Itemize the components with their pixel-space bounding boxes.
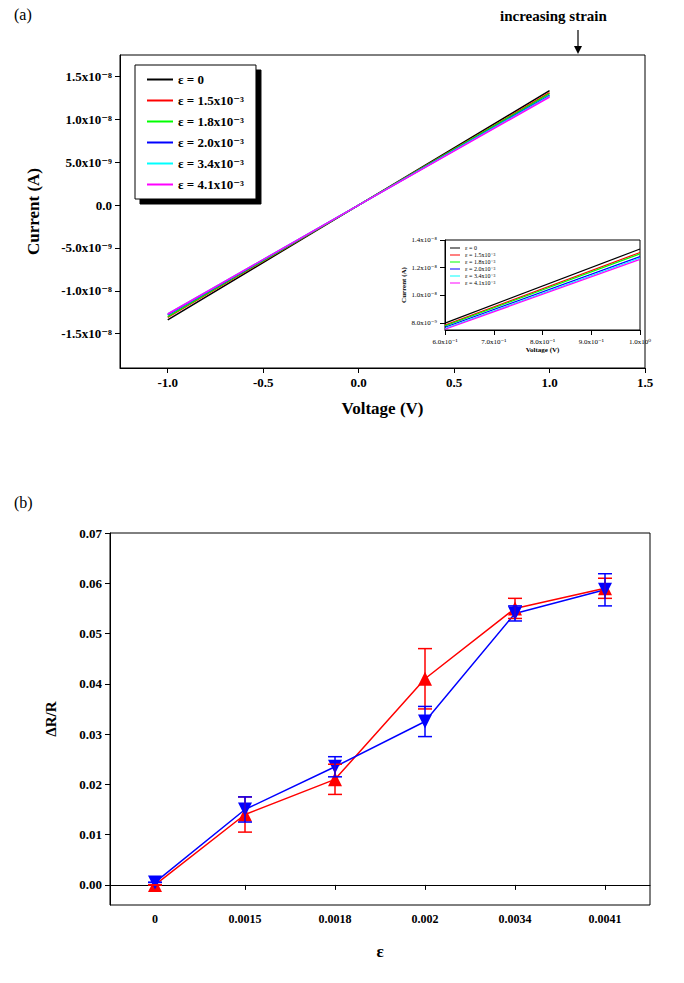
- svg-text:ε = 0: ε = 0: [178, 72, 204, 87]
- svg-text:0.0: 0.0: [96, 198, 112, 213]
- svg-text:-5.0x10⁻⁹: -5.0x10⁻⁹: [61, 240, 112, 255]
- svg-text:0.0018: 0.0018: [319, 912, 352, 926]
- svg-text:ε = 0: ε = 0: [465, 245, 477, 251]
- svg-text:ε = 1.5x10⁻³: ε = 1.5x10⁻³: [465, 252, 496, 258]
- svg-text:0.002: 0.002: [412, 912, 439, 926]
- svg-text:ε = 3.4x10⁻³: ε = 3.4x10⁻³: [178, 156, 244, 171]
- svg-text:ΔR/R: ΔR/R: [43, 701, 59, 736]
- svg-text:ε: ε: [376, 942, 383, 961]
- svg-text:0.03: 0.03: [79, 727, 102, 742]
- svg-text:0: 0: [152, 912, 158, 926]
- svg-text:0.07: 0.07: [79, 526, 102, 541]
- svg-text:1.0x10⁻⁸: 1.0x10⁻⁸: [412, 291, 438, 299]
- svg-text:0.02: 0.02: [79, 777, 102, 792]
- svg-text:Current (A): Current (A): [24, 168, 43, 255]
- svg-text:0.04: 0.04: [79, 676, 102, 691]
- svg-text:0.0015: 0.0015: [229, 912, 262, 926]
- svg-text:0.0: 0.0: [351, 375, 367, 390]
- svg-text:ε = 4.1x10⁻³: ε = 4.1x10⁻³: [465, 280, 496, 286]
- svg-text:0.00: 0.00: [79, 877, 102, 892]
- svg-text:1.0x10⁰: 1.0x10⁰: [629, 338, 651, 346]
- svg-text:-1.0: -1.0: [157, 375, 178, 390]
- svg-text:-1.5x10⁻⁸: -1.5x10⁻⁸: [61, 326, 112, 341]
- svg-text:(b): (b): [14, 494, 33, 512]
- svg-text:0.0041: 0.0041: [589, 912, 622, 926]
- svg-text:0.0034: 0.0034: [499, 912, 532, 926]
- svg-text:0.5: 0.5: [446, 375, 463, 390]
- svg-text:1.0: 1.0: [541, 375, 557, 390]
- svg-text:0.05: 0.05: [79, 626, 102, 641]
- svg-text:-1.0x10⁻⁸: -1.0x10⁻⁸: [61, 283, 112, 298]
- svg-text:ε = 4.1x10⁻³: ε = 4.1x10⁻³: [178, 177, 244, 192]
- svg-text:0.06: 0.06: [79, 576, 102, 591]
- svg-text:1.4x10⁻⁸: 1.4x10⁻⁸: [412, 236, 438, 244]
- svg-text:8.0x10⁻⁹: 8.0x10⁻⁹: [412, 319, 438, 327]
- svg-text:0.01: 0.01: [79, 827, 102, 842]
- svg-text:1.2x10⁻⁸: 1.2x10⁻⁸: [412, 264, 438, 272]
- svg-text:Current (A): Current (A): [400, 266, 408, 303]
- svg-text:(a): (a): [14, 6, 32, 24]
- svg-text:ε = 1.8x10⁻³: ε = 1.8x10⁻³: [465, 259, 496, 265]
- svg-text:7.0x10⁻¹: 7.0x10⁻¹: [481, 338, 506, 346]
- svg-text:ε = 2.0x10⁻³: ε = 2.0x10⁻³: [178, 135, 244, 150]
- svg-text:ε = 1.5x10⁻³: ε = 1.5x10⁻³: [178, 93, 244, 108]
- svg-text:9.0x10⁻¹: 9.0x10⁻¹: [579, 338, 604, 346]
- svg-text:6.0x10⁻¹: 6.0x10⁻¹: [432, 338, 457, 346]
- svg-text:1.5x10⁻⁸: 1.5x10⁻⁸: [65, 69, 112, 84]
- svg-text:1.0x10⁻⁸: 1.0x10⁻⁸: [65, 112, 112, 127]
- svg-text:8.0x10⁻¹: 8.0x10⁻¹: [530, 338, 555, 346]
- svg-text:5.0x10⁻⁹: 5.0x10⁻⁹: [65, 155, 112, 170]
- svg-text:increasing strain: increasing strain: [500, 8, 607, 24]
- svg-text:ε = 1.8x10⁻³: ε = 1.8x10⁻³: [178, 114, 244, 129]
- svg-text:ε = 2.0x10⁻³: ε = 2.0x10⁻³: [465, 266, 496, 272]
- svg-text:1.5: 1.5: [637, 375, 654, 390]
- svg-text:Voltage (V): Voltage (V): [526, 346, 560, 354]
- svg-text:Voltage (V): Voltage (V): [342, 399, 424, 418]
- svg-text:ε = 3.4x10⁻³: ε = 3.4x10⁻³: [465, 273, 496, 279]
- svg-text:-0.5: -0.5: [253, 375, 274, 390]
